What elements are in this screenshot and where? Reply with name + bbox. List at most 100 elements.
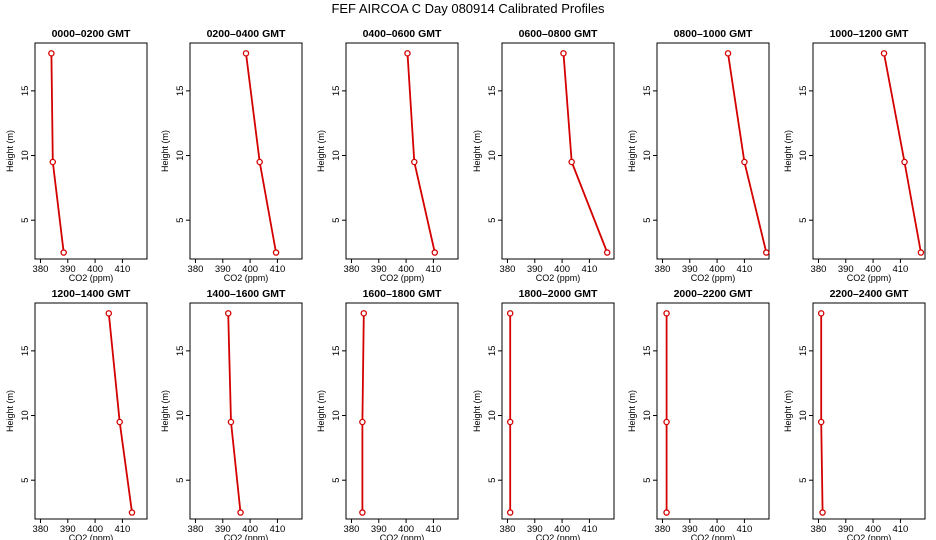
y-tick-label: 5: [175, 478, 186, 483]
y-axis-label: Height (m): [316, 130, 326, 172]
data-point: [901, 158, 908, 166]
x-tick-label: 380: [655, 264, 671, 275]
y-axis-label: Height (m): [472, 390, 482, 432]
x-tick-label: 410: [892, 524, 908, 535]
x-tick-label: 390: [527, 264, 543, 275]
x-axis-label: CO2 (ppm): [691, 533, 736, 540]
x-tick-label: 380: [811, 264, 827, 275]
y-tick-label: 10: [642, 150, 653, 161]
data-point: [60, 249, 67, 256]
x-tick-label: 390: [371, 524, 387, 535]
profile-panel: 0600–0800 GMT 380 390 400 410 5 10 15 CO2 (ppm) H…: [472, 28, 615, 283]
y-tick-label: 15: [20, 346, 31, 357]
data-point: [242, 50, 250, 57]
profile-line: [361, 313, 365, 513]
y-tick-label: 10: [175, 150, 186, 161]
y-tick-label: 5: [175, 218, 186, 223]
data-point: [663, 418, 670, 426]
x-tick-label: 380: [33, 264, 49, 275]
y-axis-label: Height (m): [783, 130, 793, 172]
x-axis-label: CO2 (ppm): [224, 533, 269, 540]
x-tick-label: 390: [371, 264, 387, 275]
y-tick-label: 5: [487, 478, 498, 483]
data-point: [431, 249, 439, 256]
plot-frame: [656, 302, 770, 520]
profile-line: [107, 313, 133, 513]
plot-frame: [501, 302, 615, 520]
y-tick-label: 15: [487, 86, 498, 97]
panel-title: 0200–0400 GMT: [207, 28, 286, 40]
y-tick-label: 10: [20, 410, 31, 421]
data-point: [411, 158, 418, 166]
x-axis-label: CO2 (ppm): [691, 273, 736, 283]
panel-title: 0800–1000 GMT: [674, 28, 753, 40]
profile-panel: 0000–0200 GMT 380 390 400 410 5 10 15 CO2 (ppm) H…: [5, 28, 148, 283]
x-axis-label: CO2 (ppm): [380, 533, 425, 540]
data-point: [663, 310, 670, 317]
x-tick-label: 380: [500, 524, 516, 535]
y-axis-label: Height (m): [5, 130, 15, 172]
y-tick-label: 10: [798, 150, 809, 161]
x-tick-label: 390: [682, 264, 698, 275]
data-point: [603, 249, 611, 256]
y-axis-label: Height (m): [627, 390, 637, 432]
profile-line: [562, 53, 609, 253]
data-point: [663, 509, 670, 516]
data-point: [272, 249, 280, 256]
y-tick-label: 5: [20, 218, 31, 223]
y-tick-label: 10: [331, 150, 342, 161]
profile-line: [727, 53, 768, 253]
y-axis-label: Height (m): [316, 390, 326, 432]
x-tick-label: 380: [655, 524, 671, 535]
plot-frame: [345, 302, 459, 520]
panel-title: 1000–1200 GMT: [830, 28, 909, 40]
x-tick-label: 400: [242, 264, 258, 275]
y-tick-label: 10: [331, 410, 342, 421]
data-point: [128, 509, 136, 516]
panel-title: 2000–2200 GMT: [674, 288, 753, 300]
data-point: [105, 310, 113, 317]
x-tick-label: 390: [527, 524, 543, 535]
y-tick-label: 5: [798, 478, 809, 483]
x-tick-label: 380: [188, 524, 204, 535]
profile-line: [406, 53, 436, 253]
y-tick-label: 15: [642, 346, 653, 357]
plot-frame: [812, 302, 926, 520]
y-tick-label: 15: [331, 86, 342, 97]
y-axis-label: Height (m): [627, 130, 637, 172]
plot-frame: [345, 42, 459, 260]
x-tick-label: 400: [398, 524, 414, 535]
profile-line: [883, 53, 922, 253]
plot-frame: [34, 302, 148, 520]
y-tick-label: 5: [642, 478, 653, 483]
panel-title: 0400–0600 GMT: [363, 28, 442, 40]
profile-panel: 1600–1800 GMT 380 390 400 410 5 10 15 CO2 (ppm) H…: [316, 288, 459, 540]
y-tick-label: 5: [20, 478, 31, 483]
figure-title: FEF AIRCOA C Day 080914 Calibrated Profi…: [331, 1, 605, 16]
plot-frame: [501, 42, 615, 260]
x-tick-label: 390: [215, 524, 231, 535]
data-point: [506, 418, 514, 426]
data-point: [568, 158, 575, 166]
data-point: [763, 249, 770, 256]
y-axis-label: Height (m): [783, 390, 793, 432]
data-point: [817, 418, 825, 426]
panel-title: 1600–1800 GMT: [363, 288, 442, 300]
x-tick-label: 410: [269, 264, 285, 275]
profile-line: [245, 53, 277, 253]
panel-title: 0600–0800 GMT: [519, 28, 598, 40]
x-tick-label: 400: [865, 524, 881, 535]
data-point: [819, 509, 826, 516]
y-tick-label: 15: [798, 86, 809, 97]
y-tick-label: 10: [175, 410, 186, 421]
x-tick-label: 400: [554, 264, 570, 275]
data-point: [741, 158, 748, 166]
data-point: [560, 50, 567, 57]
y-tick-label: 15: [642, 86, 653, 97]
data-point: [506, 509, 514, 516]
plot-frame: [189, 302, 303, 520]
profile-panel: 1200–1400 GMT 380 390 400 410 5 10 15 CO2 (ppm) H…: [5, 288, 148, 540]
x-tick-label: 390: [215, 264, 231, 275]
profile-panel: 1400–1600 GMT 380 390 400 410 5 10 15 CO2 (ppm) H…: [160, 288, 303, 540]
